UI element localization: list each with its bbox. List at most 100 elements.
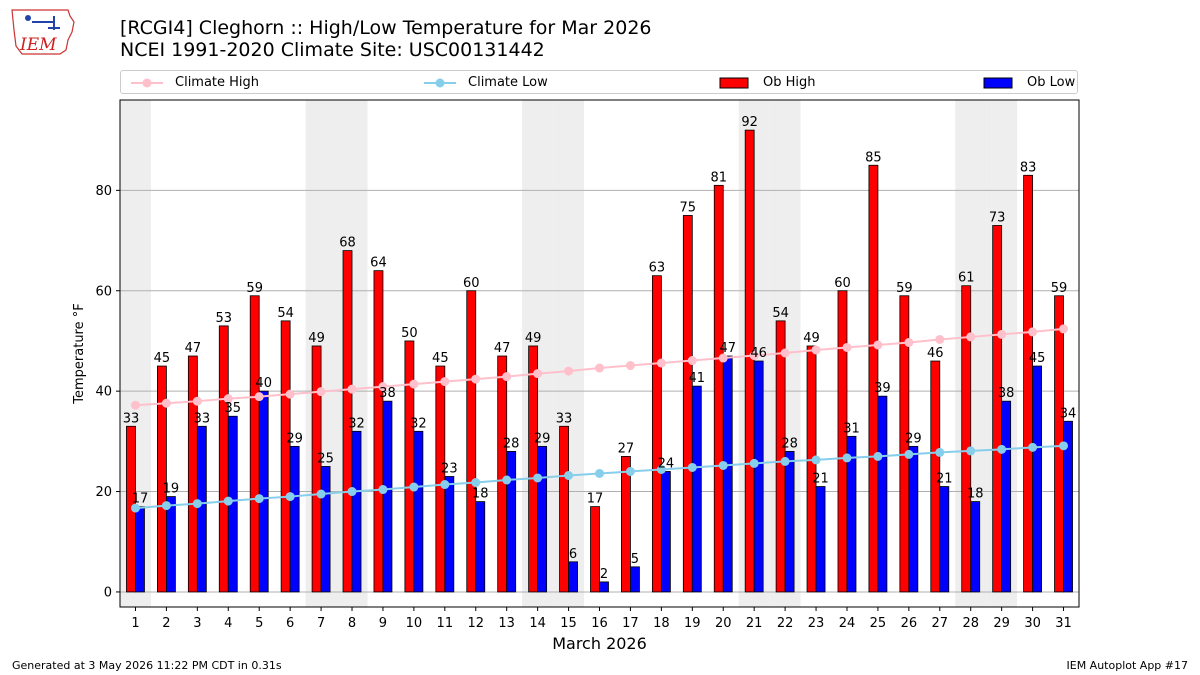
- x-tick-label-16: 16: [591, 616, 608, 631]
- ob-low-bar-13: [506, 450, 517, 593]
- x-tick-label-26: 26: [901, 616, 918, 631]
- climate-low-point-13: [502, 475, 512, 485]
- ob-low-bar-19: [691, 385, 702, 593]
- ob-low-value-4: 35: [225, 401, 242, 416]
- legend-label-ob-low: Ob Low: [1027, 75, 1076, 90]
- ob-low-bar-8: [351, 430, 362, 593]
- y-tick-label-60: 60: [95, 284, 112, 299]
- ob-low-bar-12: [475, 501, 486, 593]
- ob-low-value-31: 34: [1060, 406, 1077, 421]
- ob-high-bar-7: [311, 345, 322, 593]
- climate-high-point-31: [1059, 324, 1069, 334]
- ob-low-value-30: 45: [1029, 351, 1046, 366]
- ob-high-value-15: 33: [556, 411, 573, 426]
- climate-low-point-5: [254, 494, 264, 504]
- climate-low-point-30: [1028, 442, 1038, 452]
- climate-high-point-6: [285, 389, 295, 399]
- ob-low-value-18: 24: [658, 456, 675, 471]
- ob-low-value-9: 38: [379, 386, 396, 401]
- climate-high-point-10: [409, 379, 419, 389]
- y-tick-label-0: 0: [104, 585, 112, 600]
- climate-low-point-9: [378, 485, 388, 495]
- y-tick-label-80: 80: [95, 184, 112, 199]
- climate-high-point-22: [780, 348, 790, 358]
- climate-low-point-14: [533, 473, 543, 483]
- ob-high-value-29: 73: [989, 210, 1006, 225]
- ob-high-value-21: 92: [741, 115, 758, 130]
- climate-high-point-16: [595, 363, 604, 373]
- ob-low-value-10: 32: [410, 416, 427, 431]
- climate-high-point-20: [718, 353, 728, 363]
- climate-high-point-9: [378, 382, 388, 392]
- legend-climate-high-marker: [131, 78, 163, 88]
- ob-low-bar-21: [753, 360, 764, 593]
- ob-low-bar-11: [444, 476, 455, 593]
- ob-low-bar-5: [258, 390, 269, 593]
- ob-high-value-18: 63: [649, 261, 666, 276]
- ob-high-bar-20: [713, 184, 724, 593]
- x-axis-label: March 2026: [552, 634, 647, 653]
- climate-high-point-29: [997, 329, 1007, 339]
- climate-high-point-4: [223, 394, 233, 404]
- ob-low-bar-9: [382, 400, 393, 593]
- climate-high-point-18: [656, 358, 666, 368]
- ob-high-value-26: 59: [896, 281, 913, 296]
- ob-low-value-29: 38: [998, 386, 1015, 401]
- ob-low-value-25: 39: [874, 381, 891, 396]
- station-marker: [25, 15, 31, 21]
- x-tick-label-11: 11: [437, 616, 454, 631]
- ob-low-value-8: 32: [348, 416, 365, 431]
- climate-high-point-24: [842, 342, 852, 352]
- climate-high-point-3: [192, 396, 202, 406]
- ob-high-value-22: 54: [772, 306, 789, 321]
- ob-high-bar-25: [868, 164, 879, 593]
- x-tick-label-3: 3: [193, 616, 201, 631]
- ob-low-value-24: 31: [843, 421, 860, 436]
- climate-low-point-29: [997, 444, 1007, 454]
- ob-low-bar-18: [660, 471, 671, 593]
- x-tick-label-6: 6: [286, 616, 294, 631]
- ob-low-value-19: 41: [689, 371, 706, 386]
- ob-high-value-19: 75: [680, 200, 697, 215]
- climate-high-point-17: [625, 361, 635, 371]
- legend-label-ob-high: Ob High: [763, 75, 816, 90]
- x-tick-label-2: 2: [162, 616, 170, 631]
- ob-low-bar-3: [196, 425, 207, 593]
- climate-low-point-4: [223, 496, 233, 506]
- climate-low-point-25: [873, 451, 883, 461]
- ob-high-bar-14: [528, 345, 539, 593]
- ob-low-bar-10: [413, 430, 424, 593]
- ob-low-bar-17: [630, 566, 640, 593]
- ob-high-bar-6: [280, 320, 291, 593]
- climate-low-point-19: [687, 462, 697, 472]
- climate-high-point-14: [533, 369, 543, 379]
- ob-low-bar-30: [1032, 365, 1042, 593]
- chart-legend: Climate High Climate Low Ob High Ob Low: [120, 70, 1078, 94]
- ob-low-value-14: 29: [534, 431, 551, 446]
- ob-high-value-1: 33: [123, 411, 140, 426]
- ob-low-value-11: 23: [441, 461, 458, 476]
- ob-high-value-8: 68: [339, 236, 356, 251]
- ob-low-value-13: 28: [503, 436, 520, 451]
- title-line-1: [RCGI4] Cleghorn :: High/Low Temperature…: [120, 17, 652, 39]
- iem-logo: IEM: [11, 9, 75, 55]
- climate-low-point-7: [316, 489, 326, 499]
- climate-high-point-25: [873, 340, 883, 350]
- ob-low-value-26: 29: [905, 431, 922, 446]
- x-tick-label-13: 13: [498, 616, 515, 631]
- x-tick-label-1: 1: [131, 616, 139, 631]
- ob-low-bar-28: [970, 501, 981, 593]
- ob-high-bar-24: [837, 290, 848, 593]
- ob-high-bar-29: [992, 225, 1003, 593]
- ob-low-bar-1: [135, 506, 145, 593]
- x-tick-label-15: 15: [560, 616, 577, 631]
- climate-high-point-26: [904, 337, 914, 347]
- ob-high-bar-9: [373, 270, 384, 593]
- ob-low-value-27: 21: [936, 472, 953, 487]
- ob-high-bar-16: [590, 506, 600, 593]
- climate-low-point-26: [904, 449, 914, 459]
- climate-low-point-31: [1059, 441, 1069, 451]
- ob-low-bar-25: [877, 395, 888, 593]
- x-tick-label-5: 5: [255, 616, 263, 631]
- ob-high-bar-13: [497, 355, 508, 593]
